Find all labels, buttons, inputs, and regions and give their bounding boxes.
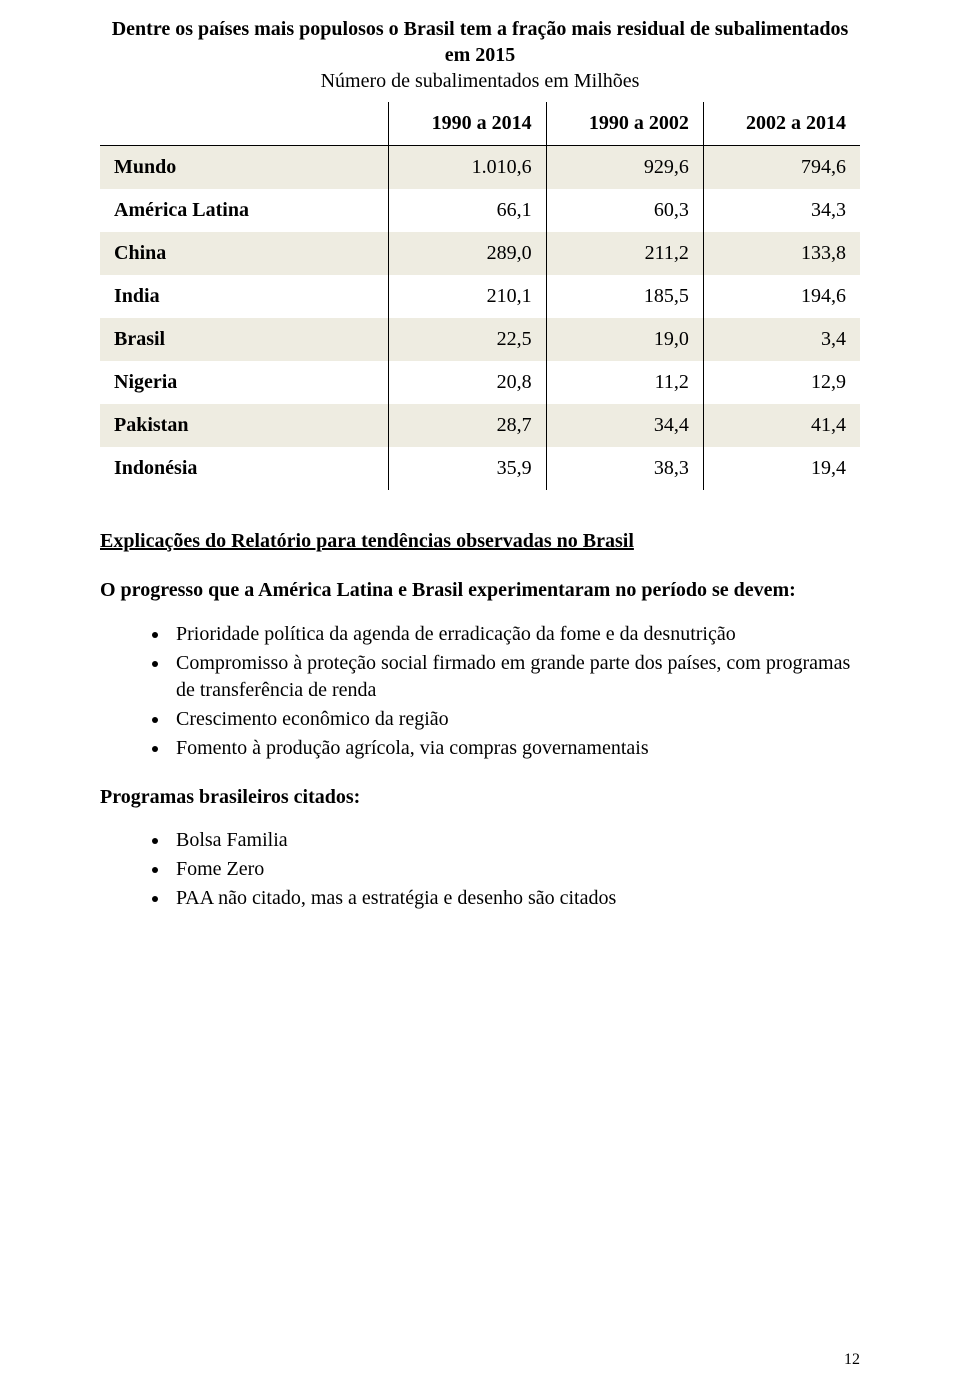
list-item: PAA não citado, mas a estratégia e desen… bbox=[170, 885, 860, 912]
table-header-row: 1990 a 2014 1990 a 2002 2002 a 2014 bbox=[100, 102, 860, 146]
row-c2: 11,2 bbox=[546, 361, 703, 404]
data-table: 1990 a 2014 1990 a 2002 2002 a 2014 Mund… bbox=[100, 102, 860, 490]
row-c3: 34,3 bbox=[703, 189, 860, 232]
table-header-col2: 1990 a 2002 bbox=[546, 102, 703, 146]
row-c1: 22,5 bbox=[389, 318, 546, 361]
row-label: Mundo bbox=[100, 146, 389, 190]
row-c1: 20,8 bbox=[389, 361, 546, 404]
table-row: India 210,1 185,5 194,6 bbox=[100, 275, 860, 318]
row-c2: 19,0 bbox=[546, 318, 703, 361]
table-row: Mundo 1.010,6 929,6 794,6 bbox=[100, 146, 860, 190]
programs-heading: Programas brasileiros citados: bbox=[100, 786, 860, 809]
row-c1: 66,1 bbox=[389, 189, 546, 232]
page-number: 12 bbox=[844, 1351, 860, 1369]
row-c2: 211,2 bbox=[546, 232, 703, 275]
progress-intro: O progresso que a América Latina e Brasi… bbox=[100, 577, 860, 603]
section-heading: Explicações do Relatório para tendências… bbox=[100, 530, 860, 553]
progress-bullet-list: Prioridade política da agenda de erradic… bbox=[170, 621, 860, 762]
row-label: Pakistan bbox=[100, 404, 389, 447]
table-header-empty bbox=[100, 102, 389, 146]
table-row: China 289,0 211,2 133,8 bbox=[100, 232, 860, 275]
row-c3: 794,6 bbox=[703, 146, 860, 190]
list-item: Bolsa Familia bbox=[170, 827, 860, 854]
list-item: Fomento à produção agrícola, via compras… bbox=[170, 735, 860, 762]
row-c2: 38,3 bbox=[546, 447, 703, 490]
row-c2: 929,6 bbox=[546, 146, 703, 190]
row-c2: 60,3 bbox=[546, 189, 703, 232]
programs-bullet-list: Bolsa Familia Fome Zero PAA não citado, … bbox=[170, 827, 860, 912]
row-c3: 3,4 bbox=[703, 318, 860, 361]
row-c1: 289,0 bbox=[389, 232, 546, 275]
list-item: Crescimento econômico da região bbox=[170, 706, 860, 733]
table-row: Nigeria 20,8 11,2 12,9 bbox=[100, 361, 860, 404]
row-label: América Latina bbox=[100, 189, 389, 232]
row-c1: 35,9 bbox=[389, 447, 546, 490]
table-header-col3: 2002 a 2014 bbox=[703, 102, 860, 146]
list-item: Compromisso à proteção social firmado em… bbox=[170, 650, 860, 704]
row-c1: 1.010,6 bbox=[389, 146, 546, 190]
row-c2: 185,5 bbox=[546, 275, 703, 318]
row-label: India bbox=[100, 275, 389, 318]
row-c3: 12,9 bbox=[703, 361, 860, 404]
table-row: Indonésia 35,9 38,3 19,4 bbox=[100, 447, 860, 490]
title-subtitle: Número de subalimentados em Milhões bbox=[100, 68, 860, 94]
row-c3: 133,8 bbox=[703, 232, 860, 275]
row-c1: 28,7 bbox=[389, 404, 546, 447]
row-label: Indonésia bbox=[100, 447, 389, 490]
row-c3: 19,4 bbox=[703, 447, 860, 490]
table-row: Pakistan 28,7 34,4 41,4 bbox=[100, 404, 860, 447]
row-label: Brasil bbox=[100, 318, 389, 361]
title-line2: em 2015 bbox=[100, 42, 860, 68]
list-item: Prioridade política da agenda de erradic… bbox=[170, 621, 860, 648]
row-label: China bbox=[100, 232, 389, 275]
table-row: América Latina 66,1 60,3 34,3 bbox=[100, 189, 860, 232]
row-c3: 41,4 bbox=[703, 404, 860, 447]
row-label: Nigeria bbox=[100, 361, 389, 404]
row-c1: 210,1 bbox=[389, 275, 546, 318]
list-item: Fome Zero bbox=[170, 856, 860, 883]
table-row: Brasil 22,5 19,0 3,4 bbox=[100, 318, 860, 361]
title-block: Dentre os países mais populosos o Brasil… bbox=[100, 16, 860, 94]
title-line1: Dentre os países mais populosos o Brasil… bbox=[100, 16, 860, 42]
table-header-col1: 1990 a 2014 bbox=[389, 102, 546, 146]
row-c2: 34,4 bbox=[546, 404, 703, 447]
row-c3: 194,6 bbox=[703, 275, 860, 318]
